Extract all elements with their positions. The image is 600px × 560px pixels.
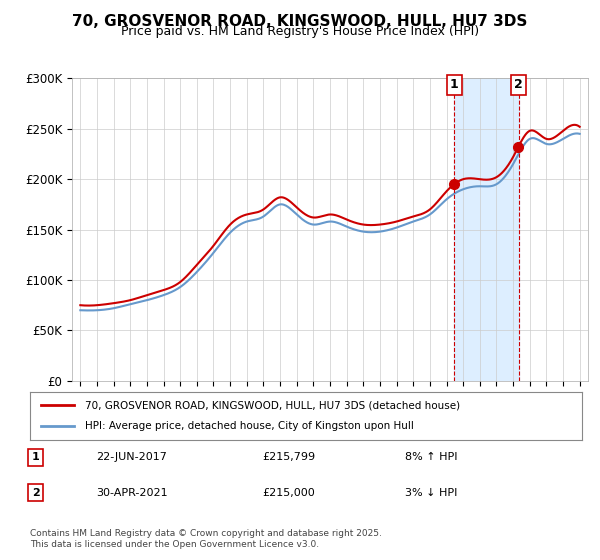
Text: Contains HM Land Registry data © Crown copyright and database right 2025.
This d: Contains HM Land Registry data © Crown c… [30, 529, 382, 549]
Text: £215,000: £215,000 [262, 488, 314, 498]
Text: 2: 2 [514, 78, 523, 91]
Text: 30-APR-2021: 30-APR-2021 [96, 488, 168, 498]
Text: 70, GROSVENOR ROAD, KINGSWOOD, HULL, HU7 3DS (detached house): 70, GROSVENOR ROAD, KINGSWOOD, HULL, HU7… [85, 400, 460, 410]
Text: 2: 2 [32, 488, 40, 498]
Text: £215,799: £215,799 [262, 452, 315, 462]
Text: 1: 1 [450, 78, 459, 91]
Text: 1: 1 [32, 452, 40, 462]
Text: 22-JUN-2017: 22-JUN-2017 [96, 452, 167, 462]
Text: 8% ↑ HPI: 8% ↑ HPI [406, 452, 458, 462]
Text: 3% ↓ HPI: 3% ↓ HPI [406, 488, 458, 498]
Bar [454, 78, 518, 381]
Text: 70, GROSVENOR ROAD, KINGSWOOD, HULL, HU7 3DS: 70, GROSVENOR ROAD, KINGSWOOD, HULL, HU7… [73, 14, 527, 29]
Text: Price paid vs. HM Land Registry's House Price Index (HPI): Price paid vs. HM Land Registry's House … [121, 25, 479, 38]
Text: HPI: Average price, detached house, City of Kingston upon Hull: HPI: Average price, detached house, City… [85, 421, 414, 431]
